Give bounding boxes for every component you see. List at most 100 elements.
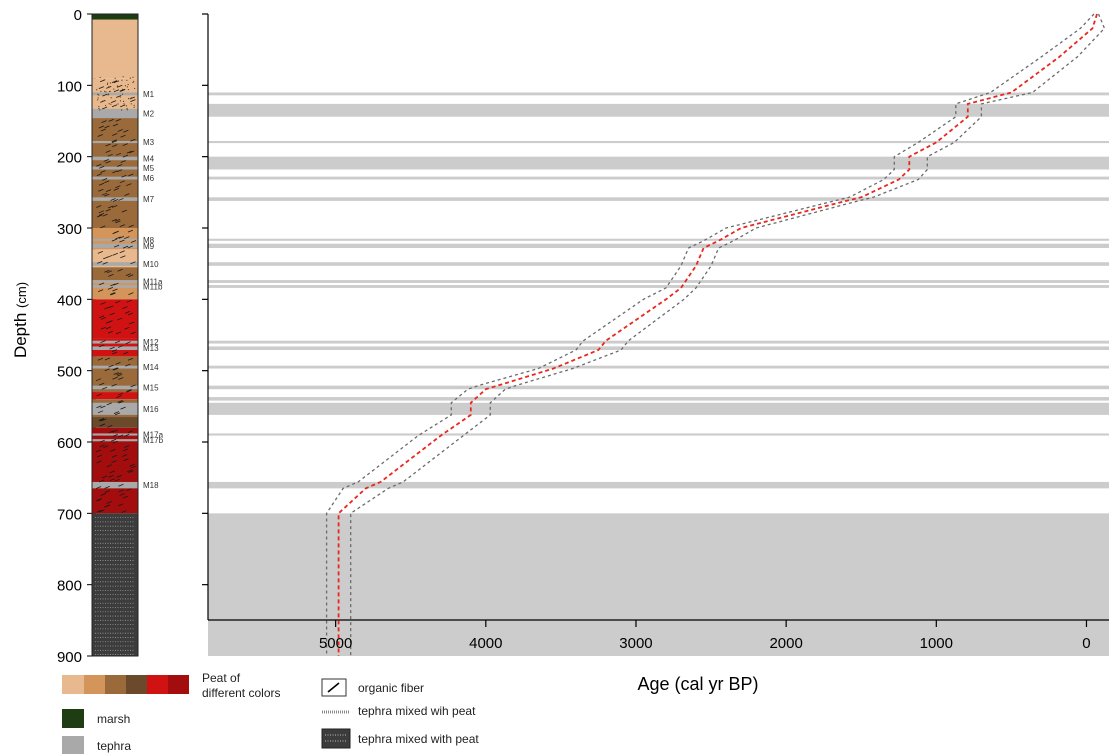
core-organic-fiber <box>101 386 108 390</box>
tephra-layer-label: M15 <box>143 383 159 392</box>
core-organic-fiber <box>110 100 117 104</box>
core-organic-fiber <box>130 240 137 243</box>
tephra-layer-label: M3 <box>143 138 155 147</box>
core-tephra-layer <box>92 176 138 180</box>
organic-fiber-legend-label: organic fiber <box>358 681 424 695</box>
core-organic-fiber <box>125 273 132 276</box>
core-organic-fiber <box>95 486 102 489</box>
tephra-layer-label: M13 <box>143 344 159 353</box>
depth-tick-label: 600 <box>57 435 82 452</box>
core-fiber-speckle <box>117 80 119 82</box>
depth-tick-label: 200 <box>57 150 82 167</box>
core-fiber-speckle <box>108 103 110 105</box>
core-organic-fiber <box>117 400 123 403</box>
core-organic-fiber <box>116 474 122 478</box>
core-organic-fiber <box>119 180 125 184</box>
tephra-band <box>208 365 1109 369</box>
core-organic-fiber <box>122 351 129 355</box>
peat-swatch-2 <box>84 675 105 694</box>
core-fiber-speckle <box>108 90 111 93</box>
peat-swatch-6 <box>168 675 189 694</box>
core-organic-fiber <box>128 321 135 325</box>
core-organic-fiber <box>112 123 119 127</box>
tephra-band <box>208 156 1109 170</box>
core-organic-fiber <box>104 269 110 273</box>
core-organic-fiber <box>99 165 105 169</box>
core-organic-fiber <box>122 306 128 310</box>
core-organic-fiber <box>104 485 110 489</box>
core-fiber-speckle <box>129 77 131 79</box>
depth-tick-label: 100 <box>57 78 82 95</box>
core-organic-fiber <box>97 261 103 264</box>
core-organic-fiber <box>108 364 114 368</box>
core-organic-fiber <box>96 498 102 501</box>
peat-legend-label-1: Peat of <box>202 671 241 685</box>
core-organic-fiber <box>120 134 126 138</box>
core-organic-fiber <box>108 273 114 277</box>
core-organic-fiber <box>115 152 122 156</box>
core-fiber-speckle <box>124 85 127 87</box>
core-organic-fiber <box>98 212 105 216</box>
age-axis-title: Age (cal yr BP) <box>637 674 758 694</box>
core-organic-fiber <box>115 362 121 365</box>
tephra-dotted-legend-label: tephra mixed wih peat <box>358 704 476 718</box>
core-organic-fiber <box>111 140 117 144</box>
core-fiber-speckle <box>119 100 122 102</box>
depth-axis-label: Depth <box>11 313 30 358</box>
core-tephra-layer <box>92 108 138 119</box>
core-organic-fiber <box>127 312 134 316</box>
core-fiber-speckle <box>103 79 105 81</box>
core-tephra-layer <box>92 439 138 442</box>
core-fiber-speckle <box>121 79 123 81</box>
core-organic-fiber <box>98 125 105 129</box>
core-organic-fiber <box>96 405 102 409</box>
core-organic-fiber <box>117 129 123 132</box>
core-organic-fiber <box>100 225 106 229</box>
core-fiber-speckle <box>109 82 112 84</box>
core-organic-fiber <box>107 330 114 334</box>
core-organic-fiber <box>98 344 105 348</box>
tephra-layer-label: M11b <box>143 282 163 291</box>
core-organic-fiber <box>128 470 134 473</box>
core-organic-fiber <box>119 250 125 254</box>
core-organic-fiber <box>118 489 124 493</box>
core-organic-fiber <box>127 245 133 249</box>
core-organic-fiber <box>114 219 121 222</box>
tephra-layer-label: M2 <box>143 110 155 119</box>
core-organic-fiber <box>127 229 134 233</box>
tephra-layer-label: M6 <box>143 174 155 183</box>
core-tephra-layer <box>92 156 138 161</box>
core-organic-fiber <box>124 236 130 239</box>
core-fiber-speckle <box>102 100 104 102</box>
core-organic-fiber <box>96 454 103 458</box>
core-organic-fiber <box>105 143 111 147</box>
core-organic-fiber <box>124 326 130 330</box>
core-unit-peat_5 <box>92 392 138 400</box>
core-fiber-speckle <box>117 103 119 105</box>
core-organic-fiber <box>123 129 129 133</box>
depth-tick-label: 700 <box>57 506 82 523</box>
core-organic-fiber <box>111 454 118 458</box>
core-outline <box>91 13 139 657</box>
core-tephra-layer <box>92 92 138 96</box>
tephra-band <box>208 243 1109 248</box>
tephra-dark-icon <box>321 728 351 749</box>
tephra-band <box>208 176 1109 180</box>
core-organic-fiber <box>114 478 120 482</box>
tephra-band <box>208 346 1109 350</box>
core-fiber-speckle <box>122 100 125 102</box>
core-organic-fiber <box>99 439 106 443</box>
core-tephra-layer <box>92 402 138 415</box>
core-organic-fiber <box>105 150 111 153</box>
core-tephra-layer <box>92 365 138 369</box>
core-organic-fiber <box>118 198 124 201</box>
core-organic-fiber <box>117 268 123 272</box>
core-organic-fiber <box>121 510 127 513</box>
core-fiber-speckle <box>134 87 136 90</box>
depth-tick-label: 900 <box>57 649 82 666</box>
core-organic-fiber <box>101 418 107 422</box>
core-organic-fiber <box>106 86 112 89</box>
core-organic-fiber <box>118 235 125 239</box>
core-organic-fiber <box>116 395 122 399</box>
core-organic-fiber <box>121 174 127 178</box>
